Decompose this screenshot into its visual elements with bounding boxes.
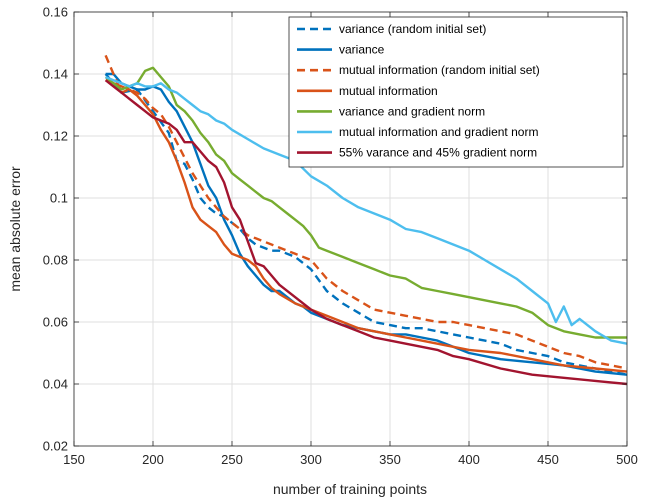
legend-label: variance (random initial set) xyxy=(339,22,486,36)
plot-frame xyxy=(73,11,628,447)
series-line-2 xyxy=(104,54,628,370)
y-tick-label: 0.1 xyxy=(50,191,68,206)
tick-labels: 150 200 250 300 350 400 450 500 0.02 0.04 0.06 0.08… xyxy=(43,5,638,468)
x-axis-label: number of training points xyxy=(273,481,427,497)
axis-ticks xyxy=(73,11,628,447)
x-tick-label: 300 xyxy=(300,452,322,467)
y-tick-label: 0.06 xyxy=(43,315,68,330)
y-axis-label: mean absolute error xyxy=(7,166,23,292)
legend-label: 55% varance and 45% gradient norm xyxy=(339,146,537,160)
x-tick-label: 150 xyxy=(63,452,85,467)
legend-box xyxy=(288,16,624,168)
legend-label: variance xyxy=(339,43,385,57)
x-tick-label: 450 xyxy=(537,452,559,467)
x-tick-label: 400 xyxy=(458,452,480,467)
y-tick-label: 0.14 xyxy=(43,67,68,82)
series-line-5 xyxy=(105,75,628,345)
series-line-1 xyxy=(105,72,628,376)
x-tick-label: 500 xyxy=(616,452,638,467)
x-tick-label: 350 xyxy=(379,452,401,467)
x-tick-label: 200 xyxy=(142,452,164,467)
series-line-0 xyxy=(104,73,628,376)
legend: variance (random initial set) variance mut… xyxy=(288,16,624,168)
legend-label: mutual information xyxy=(339,84,438,98)
series-line-3 xyxy=(105,79,628,373)
series-line-4 xyxy=(104,66,627,339)
y-tick-label: 0.08 xyxy=(43,253,68,268)
y-tick-label: 0.16 xyxy=(43,5,68,20)
legend-label: variance and gradient norm xyxy=(339,104,485,118)
y-tick-label: 0.04 xyxy=(43,377,68,392)
series-line-6 xyxy=(104,79,628,386)
x-tick-label: 250 xyxy=(221,452,243,467)
legend-label: mutual information and gradient norm xyxy=(339,125,538,139)
y-tick-label: 0.02 xyxy=(43,439,68,454)
y-tick-label: 0.12 xyxy=(43,129,68,144)
series-layer xyxy=(104,54,628,386)
legend-label: mutual information (random initial set) xyxy=(339,63,540,77)
